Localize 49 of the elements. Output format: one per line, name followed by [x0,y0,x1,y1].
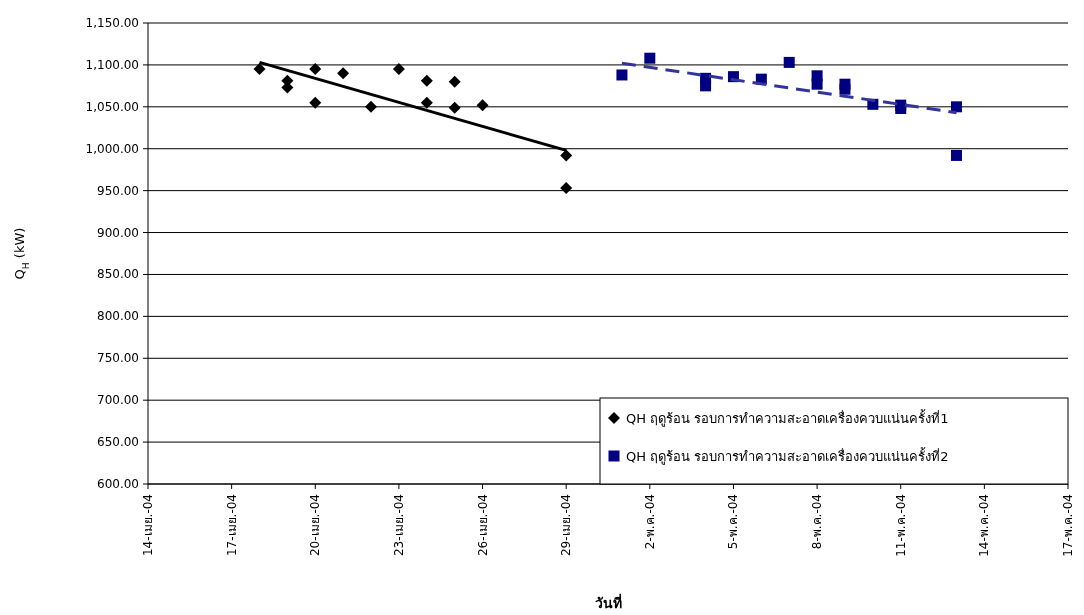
x-tick-label: 17-เมย.-04 [224,494,239,557]
x-tick-label: 14-เมย.-04 [141,494,155,557]
y-tick-label: 1,150.00 [85,16,139,30]
x-tick-label: 17-พ.ค.-04 [1061,494,1075,557]
point [811,78,823,90]
point [950,149,962,161]
y-tick-label: 1,050.00 [85,99,139,114]
legend-label: QH ฤดูร้อน รอบการทำความสะอาดเครื่องควบแน่นครั้งที่2 [626,447,949,465]
y-tick-label: 1,000.00 [85,141,139,156]
point [700,80,712,92]
point [309,63,322,76]
x-tick-label: 14-พ.ค.-04 [977,494,992,557]
y-tick-label: 800.00 [97,309,139,324]
y-tick-label: 750.00 [97,351,139,366]
point [420,96,433,109]
point [309,96,322,109]
y-tick-label: 600.00 [97,477,139,491]
point [560,149,573,162]
y-tick-label: 1,100.00 [85,57,139,72]
point [337,67,350,80]
point [560,182,573,195]
y-tick-label: 650.00 [97,435,139,450]
x-tick-label: 29-เมย.-04 [559,494,574,557]
x-tick-label: 2-พ.ค.-04 [642,494,657,550]
x-tick-label: 23-เมย.-04 [391,494,406,557]
point [253,63,266,76]
point [644,52,656,64]
point [420,74,433,87]
point [392,63,405,76]
point [783,56,795,68]
x-tick-label: 8-พ.ค.-04 [810,494,825,550]
y-tick-label: 900.00 [97,225,139,240]
point [895,103,907,114]
point [476,99,489,112]
x-axis-title: วันที่ [594,593,622,611]
y-tick-label: 700.00 [97,393,139,408]
point [448,75,461,88]
point [950,101,962,113]
point [448,101,461,114]
legend-label: QH ฤดูร้อน รอบการทำความสะอาดเครื่องควบแน่นครั้งที่1 [626,409,949,427]
y-tick-label: 850.00 [97,267,139,282]
x-tick-label: 11-พ.ค.-04 [893,494,908,557]
point [365,100,378,113]
point [616,69,628,81]
point [839,83,851,95]
x-tick-label: 20-เมย.-04 [308,494,323,557]
x-tick-label: 5-พ.ค.-04 [726,494,741,550]
y-tick-label: 950.00 [97,183,139,198]
x-tick-label: 26-เมย.-04 [475,494,490,557]
